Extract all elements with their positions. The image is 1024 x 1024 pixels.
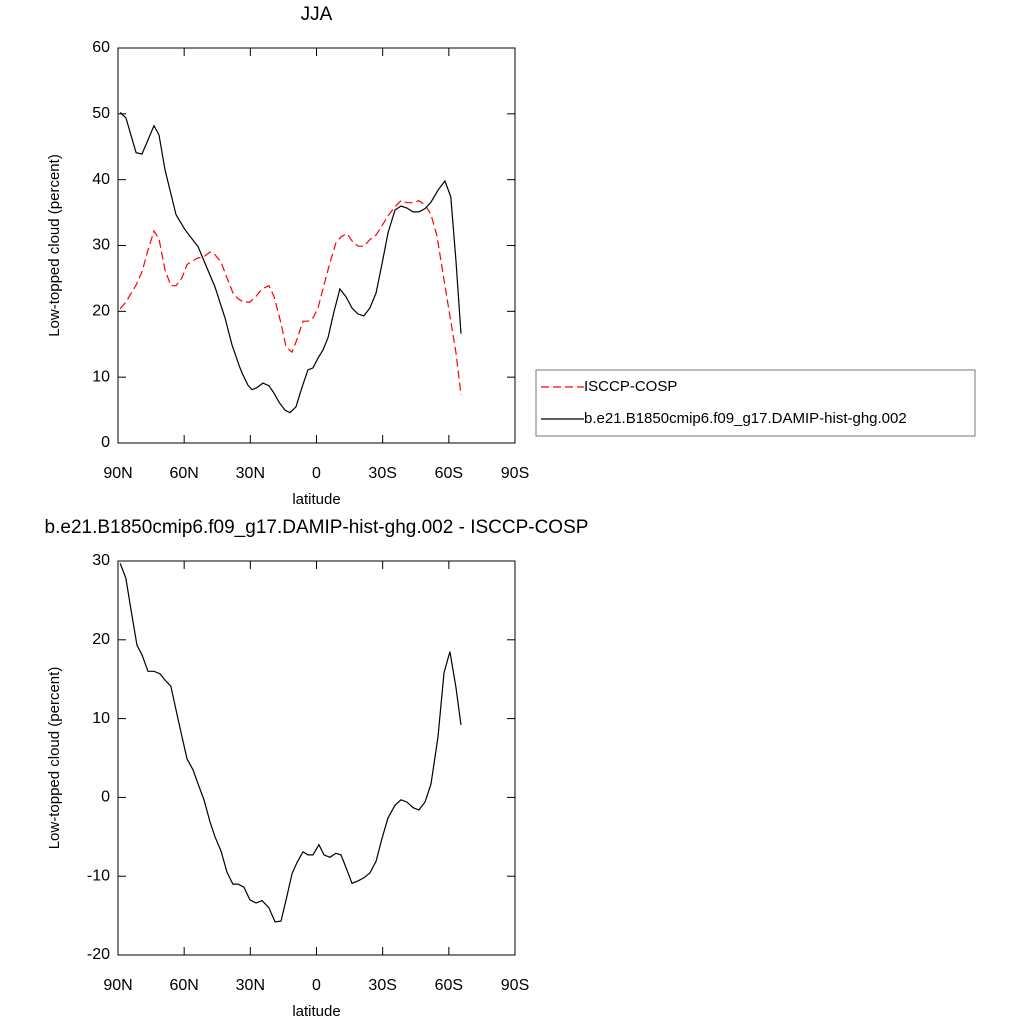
x-tick-label: 30S bbox=[368, 465, 396, 482]
y-tick-label: 0 bbox=[101, 789, 110, 806]
data-line bbox=[119, 112, 462, 414]
y-tick-label: 50 bbox=[92, 105, 110, 122]
chart-title: JJA bbox=[301, 4, 333, 25]
data-line bbox=[119, 563, 462, 923]
x-tick-label: 90S bbox=[501, 977, 529, 994]
y-tick-label: 30 bbox=[92, 237, 110, 254]
x-tick-label: 90N bbox=[103, 977, 132, 994]
plot: 0 10 20 30 40 50 60 90N 60N 30N 0 30S 60S 90S JJA latit… bbox=[46, 4, 529, 508]
x-tick-label: 60S bbox=[435, 465, 463, 482]
x-tick-label: 90S bbox=[501, 465, 529, 482]
y-tick-label: -20 bbox=[87, 946, 110, 963]
y-tick-label: 20 bbox=[92, 631, 110, 648]
x-tick-label: 0 bbox=[312, 977, 321, 994]
x-tick-label: 0 bbox=[312, 465, 321, 482]
y-tick-label: 0 bbox=[101, 434, 110, 451]
plot-frame bbox=[117, 47, 516, 444]
legend-label: b.e21.B1850cmip6.f09_g17.DAMIP-hist-ghg.… bbox=[584, 410, 907, 427]
plot-frame bbox=[117, 560, 516, 956]
y-axis-label: Low-topped cloud (percent) bbox=[46, 667, 63, 850]
y-tick-label: 40 bbox=[92, 171, 110, 188]
y-tick-label: 20 bbox=[92, 303, 110, 320]
x-tick-label: 30N bbox=[236, 977, 265, 994]
y-tick-label: 60 bbox=[92, 39, 110, 56]
legend-label: ISCCP-COSP bbox=[584, 378, 677, 395]
y-tick-label: 10 bbox=[92, 710, 110, 727]
x-tick-label: 60N bbox=[169, 977, 198, 994]
x-tick-label: 60N bbox=[169, 465, 198, 482]
data-line bbox=[119, 200, 462, 395]
x-axis-label: latitude bbox=[292, 491, 340, 508]
chart-title: b.e21.B1850cmip6.f09_g17.DAMIP-hist-ghg.… bbox=[45, 517, 589, 538]
y-axis-label: Low-topped cloud (percent) bbox=[46, 154, 63, 337]
y-tick-label: 10 bbox=[92, 368, 110, 385]
x-tick-label: 90N bbox=[103, 465, 132, 482]
x-tick-label: 30N bbox=[236, 465, 265, 482]
x-tick-label: 60S bbox=[435, 977, 463, 994]
x-tick-label: 30S bbox=[368, 977, 396, 994]
y-tick-label: 30 bbox=[92, 552, 110, 569]
legend-box bbox=[535, 369, 976, 437]
x-axis-label: latitude bbox=[292, 1003, 340, 1020]
plot: -20 -10 0 10 20 30 90N 60N 30N 0 30S 60S 90S b.e21.B1… bbox=[45, 517, 589, 1020]
y-tick-label: -10 bbox=[87, 867, 110, 884]
